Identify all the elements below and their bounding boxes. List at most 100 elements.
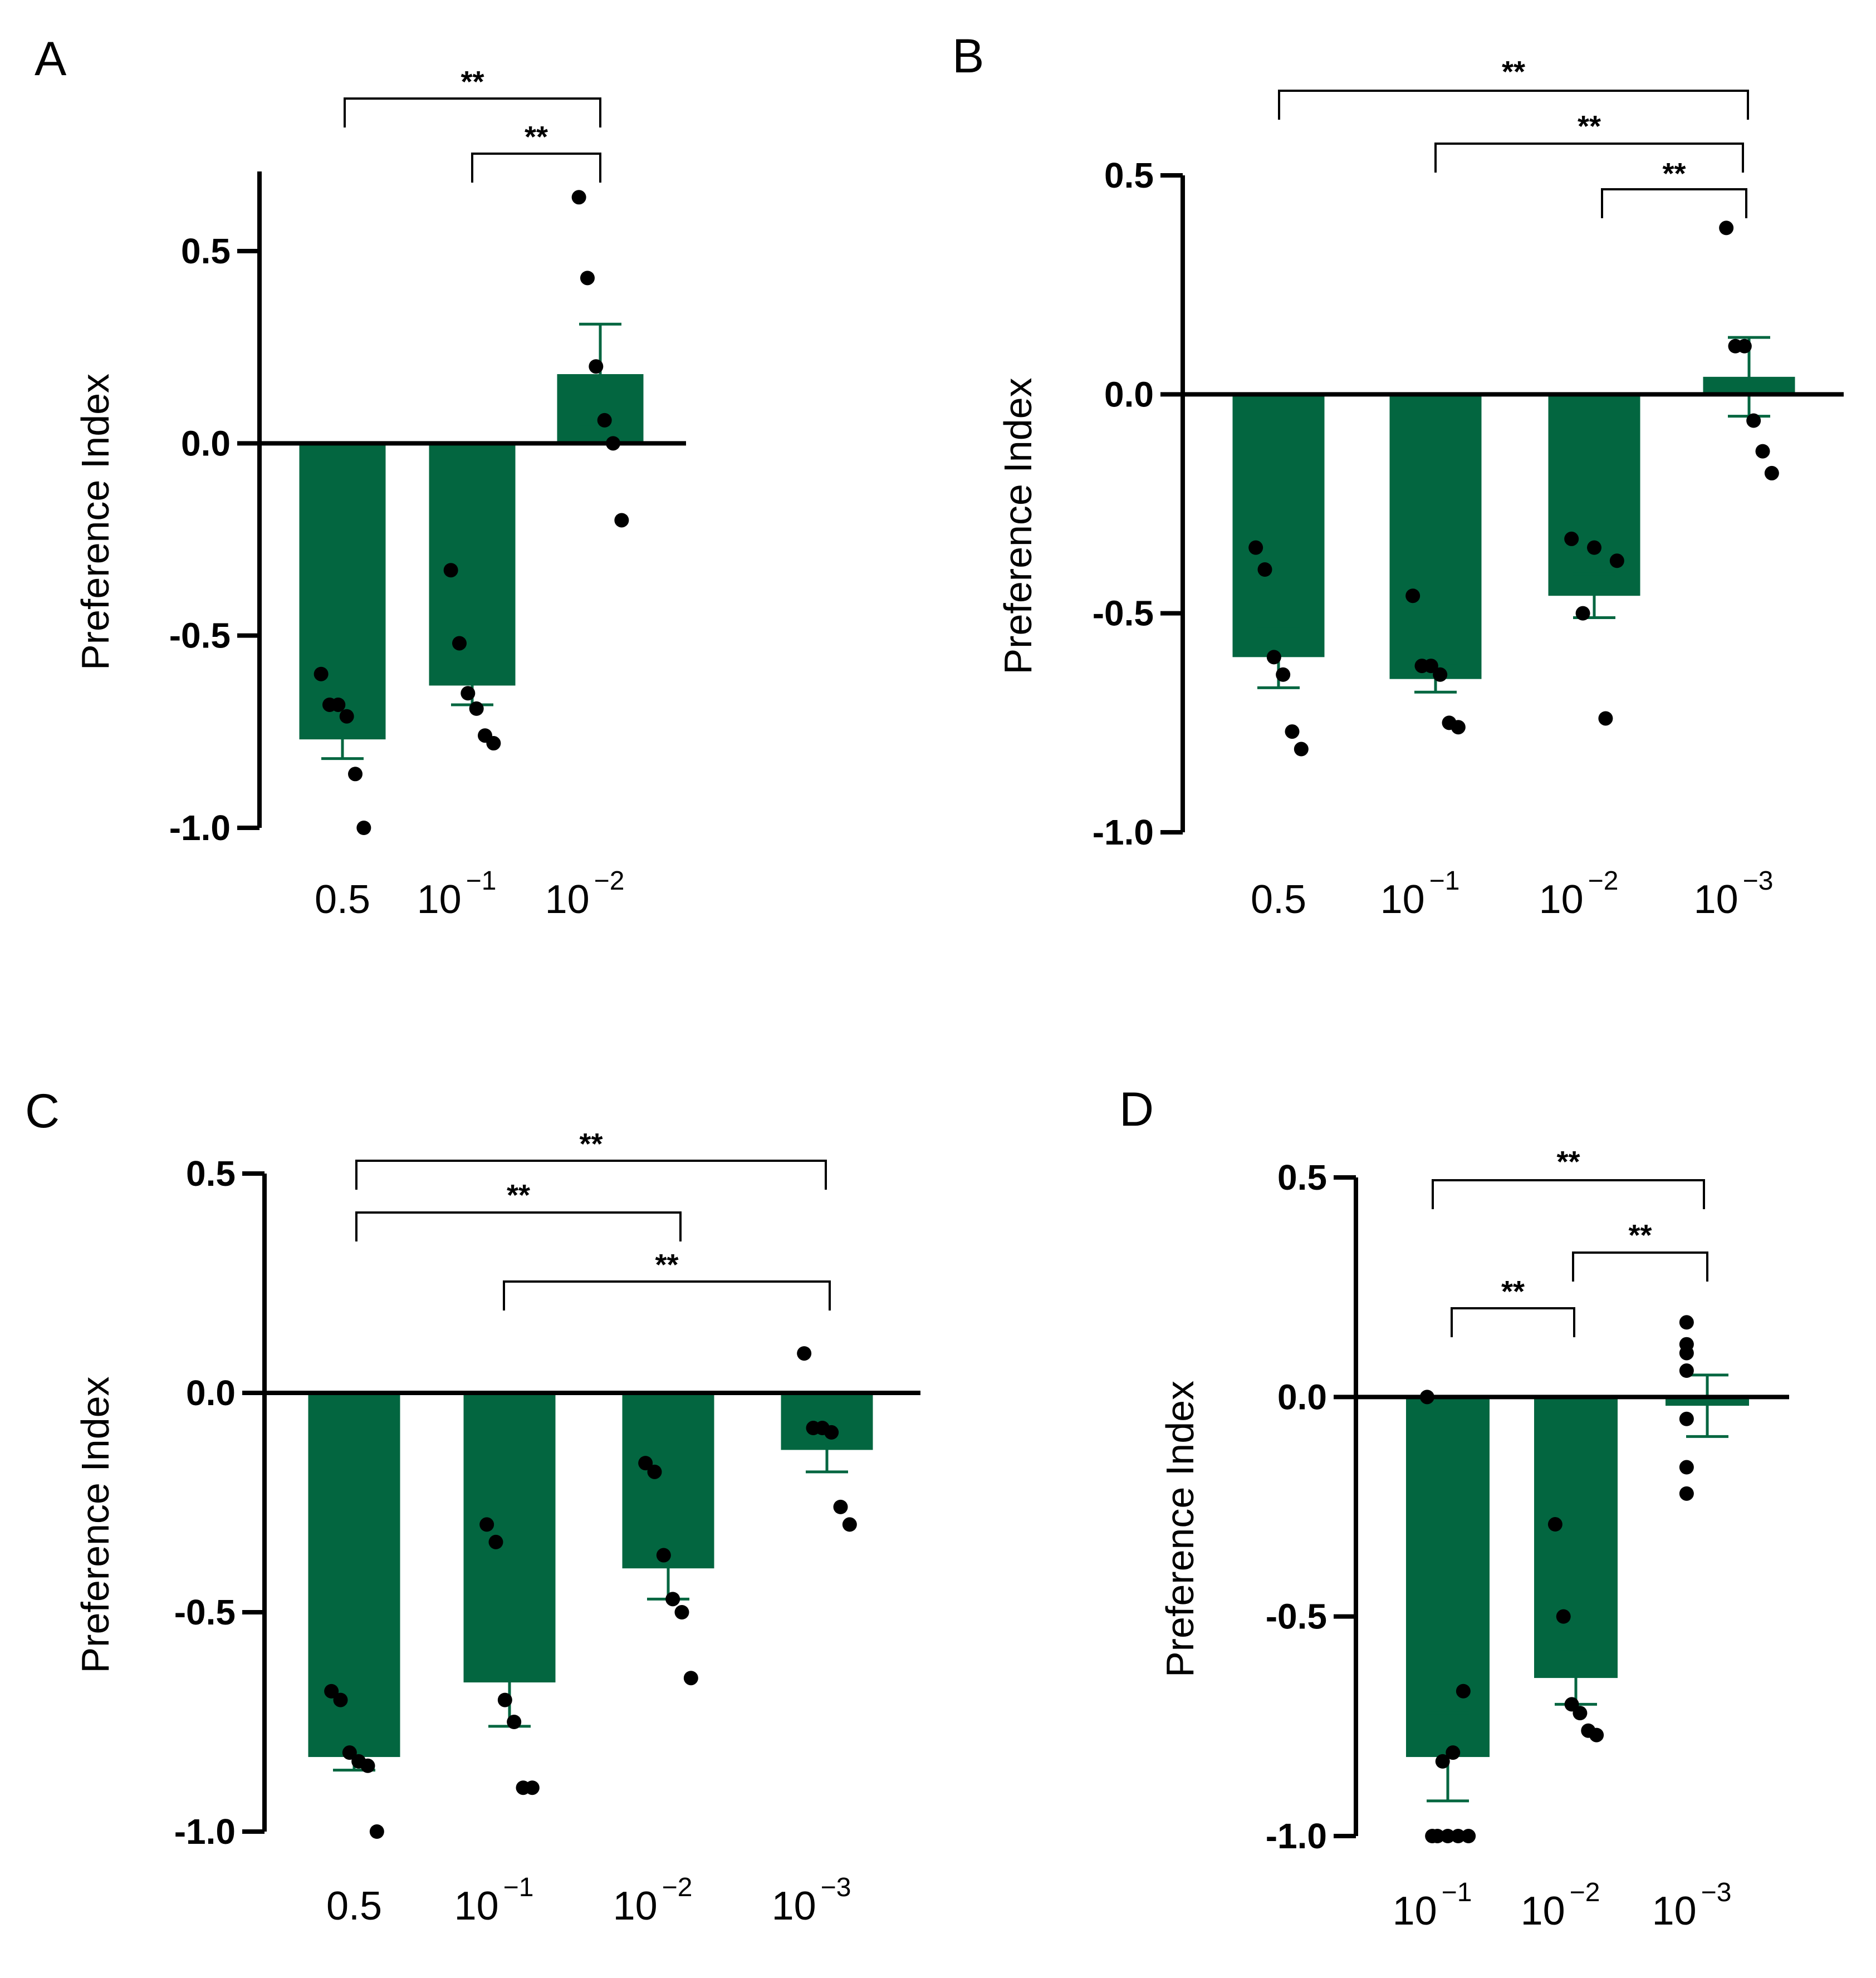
panel-letter: B bbox=[952, 30, 984, 83]
y-axis-title: Preference Index bbox=[74, 374, 117, 670]
category-base: 10 bbox=[417, 877, 462, 922]
data-point bbox=[1446, 1745, 1461, 1760]
data-point bbox=[507, 1715, 522, 1729]
data-point bbox=[1719, 220, 1734, 235]
category-base: 0.5 bbox=[1251, 877, 1306, 922]
data-point bbox=[1248, 540, 1263, 555]
category-exponent: −3 bbox=[821, 1873, 851, 1902]
bracket-line bbox=[355, 1160, 827, 1190]
data-point bbox=[614, 513, 629, 528]
data-point bbox=[1451, 1829, 1466, 1843]
bracket-line bbox=[1432, 1179, 1705, 1209]
category-base: 10 bbox=[613, 1884, 658, 1928]
data-point bbox=[1405, 588, 1421, 603]
data-point bbox=[1266, 650, 1281, 665]
data-point bbox=[314, 666, 329, 681]
bracket-line bbox=[1434, 143, 1744, 173]
significance-bracket: ** bbox=[1434, 110, 1744, 173]
category-label: 10 −2 bbox=[1521, 1878, 1600, 1933]
category-base: 10 bbox=[1539, 877, 1584, 922]
category-label: 10 −1 bbox=[1393, 1878, 1472, 1933]
data-point bbox=[333, 1692, 348, 1707]
data-point bbox=[597, 413, 612, 428]
data-point bbox=[842, 1517, 857, 1532]
y-tick-label: 0.5 bbox=[1277, 1157, 1327, 1197]
panel-letter: D bbox=[1119, 1083, 1154, 1136]
data-point bbox=[571, 190, 586, 205]
data-point bbox=[348, 767, 363, 782]
bar bbox=[1548, 394, 1640, 596]
category-exponent: −1 bbox=[1429, 866, 1460, 896]
bracket-line bbox=[355, 1211, 682, 1241]
y-tick-label: -0.5 bbox=[169, 616, 231, 656]
significance-label: ** bbox=[1556, 1145, 1580, 1179]
data-point bbox=[461, 686, 476, 701]
data-point bbox=[674, 1605, 689, 1619]
significance-label: ** bbox=[1501, 1275, 1525, 1308]
category-exponent: −2 bbox=[662, 1873, 693, 1902]
data-point bbox=[1679, 1315, 1694, 1330]
significance-label: ** bbox=[1662, 157, 1686, 190]
data-point bbox=[452, 636, 467, 651]
data-point bbox=[1573, 1706, 1588, 1721]
data-point bbox=[683, 1671, 698, 1686]
bracket-line bbox=[1572, 1251, 1708, 1282]
category-base: 0.5 bbox=[315, 877, 370, 922]
significance-label: ** bbox=[579, 1127, 603, 1161]
data-point bbox=[1598, 711, 1613, 726]
category-exponent: −3 bbox=[1701, 1878, 1732, 1907]
category-exponent: −2 bbox=[1570, 1878, 1600, 1907]
data-point bbox=[1451, 720, 1466, 735]
data-point bbox=[1587, 540, 1601, 555]
category-base: 10 bbox=[1380, 877, 1425, 922]
data-point bbox=[1435, 1754, 1450, 1769]
y-tick-label: -1.0 bbox=[169, 808, 231, 848]
significance-bracket: ** bbox=[355, 1127, 827, 1190]
category-label: 10 −1 bbox=[1380, 866, 1460, 922]
data-point bbox=[525, 1780, 540, 1795]
y-tick-label: 0.0 bbox=[181, 423, 231, 463]
panel-letter: C bbox=[25, 1084, 60, 1138]
bar bbox=[299, 443, 386, 740]
data-point bbox=[443, 563, 458, 578]
significance-label: ** bbox=[1628, 1219, 1652, 1252]
y-tick-label: -0.5 bbox=[174, 1592, 236, 1632]
data-point bbox=[1679, 1346, 1694, 1361]
significance-label: ** bbox=[655, 1248, 678, 1282]
bracket-line bbox=[1601, 188, 1747, 218]
category-label: 10 −2 bbox=[613, 1873, 693, 1928]
data-point bbox=[1679, 1363, 1694, 1378]
data-point bbox=[797, 1346, 812, 1361]
significance-label: ** bbox=[507, 1179, 530, 1212]
significance-bracket: ** bbox=[471, 120, 601, 183]
data-point bbox=[589, 359, 604, 374]
y-axis-title: Preference Index bbox=[74, 1376, 117, 1673]
data-point bbox=[324, 1683, 339, 1699]
category-base: 10 bbox=[1393, 1889, 1437, 1933]
category-label: 10 −3 bbox=[1694, 866, 1774, 922]
y-tick-label: -0.5 bbox=[1266, 1597, 1327, 1637]
data-point bbox=[479, 1517, 494, 1532]
y-tick-label: -1.0 bbox=[174, 1812, 236, 1852]
category-label: 10 −1 bbox=[454, 1873, 534, 1928]
significance-bracket: ** bbox=[344, 65, 601, 127]
data-point bbox=[331, 697, 346, 712]
category-exponent: −1 bbox=[466, 866, 497, 896]
data-point bbox=[1430, 1829, 1445, 1843]
data-point bbox=[356, 821, 371, 835]
category-base: 0.5 bbox=[326, 1884, 382, 1928]
bracket-line bbox=[1278, 90, 1749, 120]
category-exponent: −1 bbox=[503, 1873, 534, 1902]
y-tick-label: 0.5 bbox=[181, 231, 231, 271]
bracket-line bbox=[344, 97, 601, 127]
significance-label: ** bbox=[1578, 110, 1601, 143]
data-point bbox=[339, 709, 354, 724]
category-base: 10 bbox=[1652, 1889, 1697, 1933]
category-label: 0.5 bbox=[326, 1884, 382, 1928]
bracket-line bbox=[471, 153, 601, 183]
